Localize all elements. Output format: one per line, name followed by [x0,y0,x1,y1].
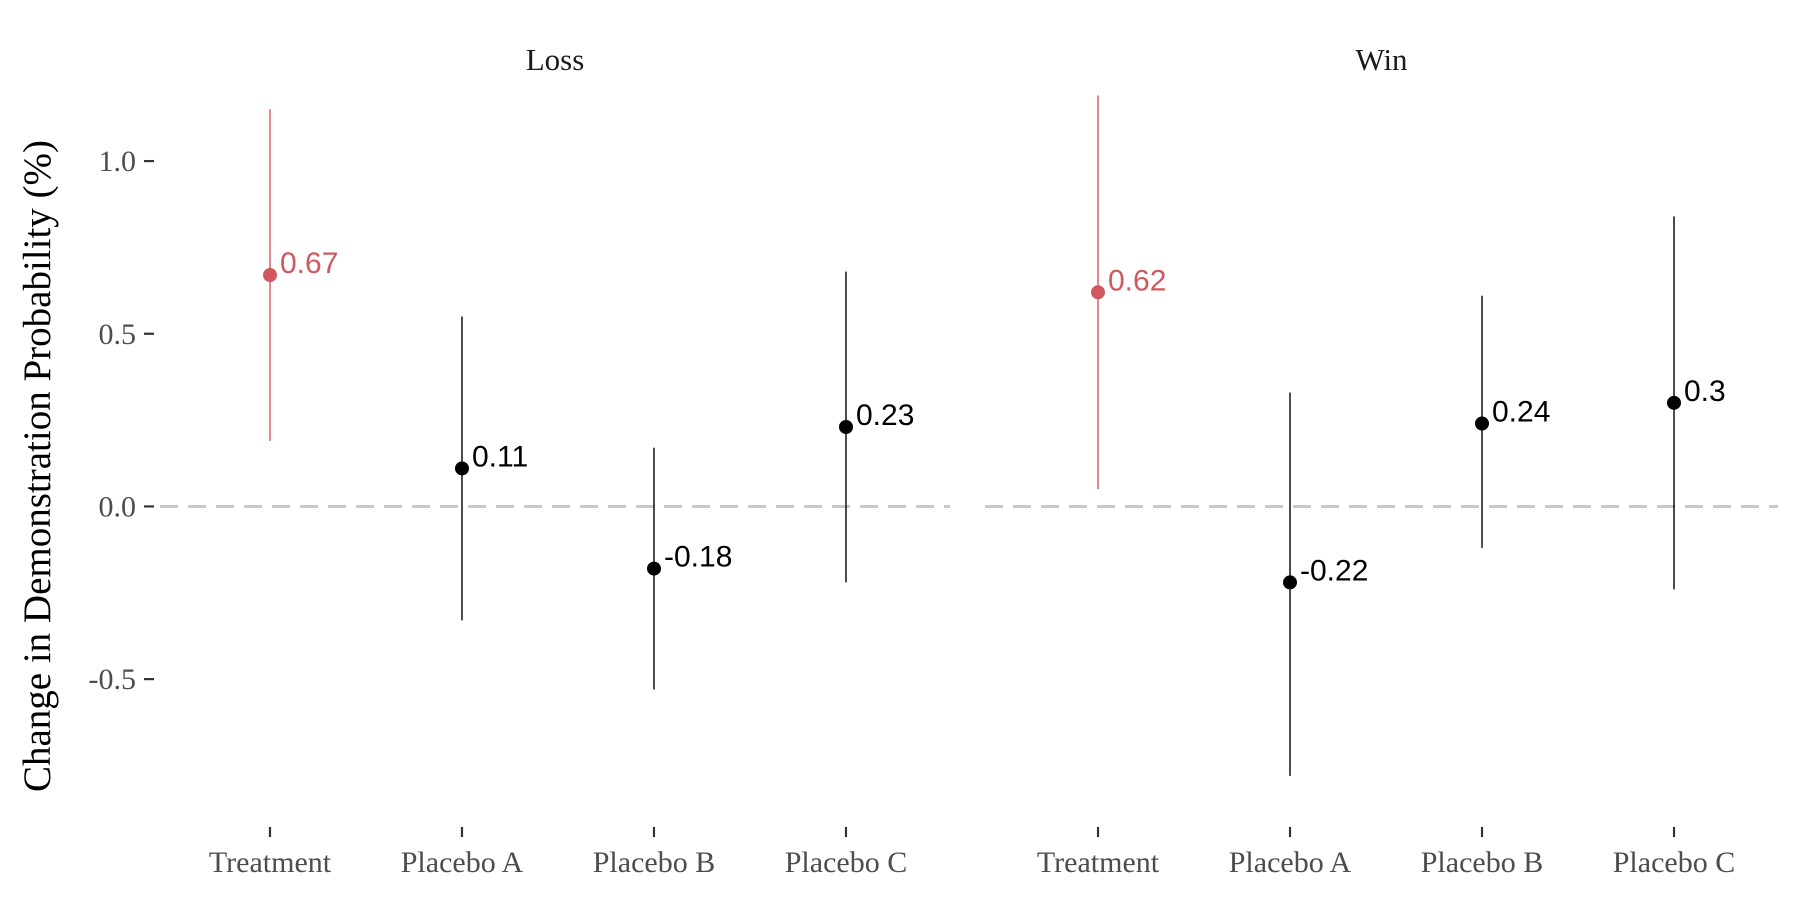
panel-title: Loss [526,42,585,77]
y-tick: 1.0 [99,145,154,178]
y-tick: -0.5 [89,663,154,696]
estimate-point [647,561,661,576]
x-tick-label: Placebo A [401,846,524,879]
x-tick-label: Treatment [209,846,332,879]
data-label: 0.23 [856,399,914,432]
data-label: 0.3 [1684,375,1726,408]
y-axis: -0.5 0.0 0.5 1.0 [89,145,154,696]
estimate-point [1475,416,1489,431]
estimate-point [839,420,853,435]
estimate-placebo-c: 0.23 Placebo C [785,271,914,879]
panel-win: Win 0.62 Treatment -0.22 Placebo A 0.24 Placeb… [985,42,1778,879]
estimate-placebo-c: 0.3 Placebo C [1613,216,1735,879]
estimate-treatment: 0.62 Treatment [1037,95,1166,879]
estimate-point [263,268,277,283]
x-tick-label: Placebo C [1613,846,1735,879]
data-label: 0.67 [280,247,338,280]
data-label: 0.24 [1492,396,1550,429]
estimate-placebo-a: -0.22 Placebo A [1229,392,1368,879]
x-tick-label: Placebo A [1229,846,1352,879]
y-tick: 0.5 [99,318,154,351]
estimate-treatment: 0.67 Treatment [209,109,338,879]
data-label: -0.22 [1300,554,1368,587]
estimate-placebo-b: 0.24 Placebo B [1421,295,1550,879]
y-tick-label: 0.0 [99,490,137,523]
estimate-point [1283,575,1297,590]
estimate-placebo-a: 0.11 Placebo A [401,316,528,879]
data-label: 0.11 [472,440,528,473]
y-tick: 0.0 [99,490,154,523]
x-tick-label: Placebo B [593,846,715,879]
estimate-point [455,461,469,476]
y-tick-label: 1.0 [99,145,137,178]
panel-loss: Loss 0.67 Treatment 0.11 Placebo A -0.18 Place… [160,42,950,879]
x-tick-label: Placebo B [1421,846,1543,879]
data-label: 0.62 [1108,264,1166,297]
x-tick-label: Placebo C [785,846,907,879]
x-tick-label: Treatment [1037,846,1160,879]
y-tick-label: 0.5 [99,318,137,351]
estimate-point [1667,395,1681,410]
estimate-point [1091,285,1105,300]
panels: Loss 0.67 Treatment 0.11 Placebo A -0.18 Place… [160,42,1778,879]
data-label: -0.18 [664,541,732,574]
estimate-placebo-b: -0.18 Placebo B [593,447,732,879]
y-axis-label: Change in Demonstration Probability (%) [16,140,59,792]
panel-title: Win [1355,42,1408,77]
y-tick-label: -0.5 [89,663,137,696]
